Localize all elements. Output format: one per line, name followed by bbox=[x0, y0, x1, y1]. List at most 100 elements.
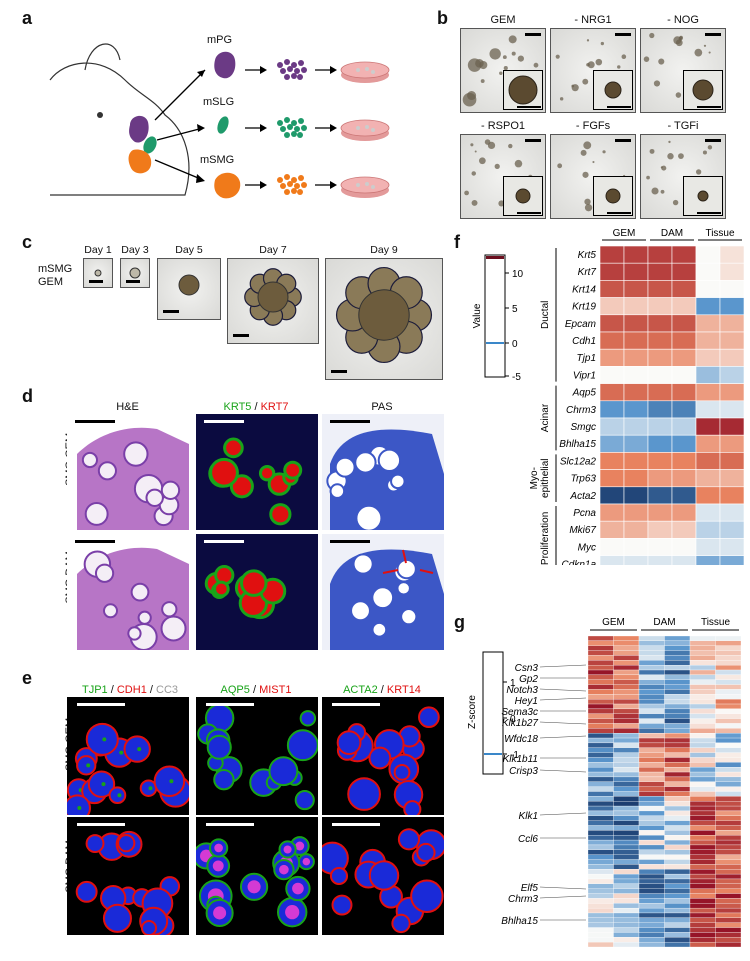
heatmap-cell bbox=[587, 898, 614, 904]
heatmap-cell bbox=[613, 801, 640, 807]
heatmap-cell bbox=[719, 348, 745, 367]
panel-b-inset bbox=[683, 176, 723, 216]
heatmap-cell bbox=[689, 941, 716, 948]
heatmap-cell bbox=[719, 469, 745, 488]
gene-leader-line bbox=[539, 721, 587, 725]
heatmap-cell bbox=[623, 297, 649, 316]
heatmap-cell bbox=[587, 820, 614, 826]
heatmap-cell bbox=[638, 869, 665, 875]
heatmap-cell bbox=[689, 767, 716, 773]
panel-e-image bbox=[67, 817, 189, 935]
heatmap-cell bbox=[638, 718, 665, 724]
heatmap-cell bbox=[613, 820, 640, 826]
organoid-dot bbox=[489, 48, 501, 60]
heatmap-cell bbox=[613, 660, 640, 666]
organoid-dot bbox=[503, 66, 508, 71]
heatmap-cell bbox=[664, 762, 691, 768]
gene-label: Tjp1 bbox=[577, 353, 596, 364]
heatmap-cell bbox=[689, 888, 716, 894]
lumen bbox=[145, 488, 164, 508]
organoid-dot bbox=[580, 149, 587, 156]
heatmap-cell bbox=[638, 796, 665, 802]
heatmap-cell bbox=[613, 757, 640, 763]
heatmap-cell bbox=[613, 922, 640, 928]
heatmap-cell bbox=[695, 486, 721, 505]
heatmap-cell bbox=[671, 245, 697, 264]
heatmap-cell bbox=[638, 703, 665, 710]
panel-d-image bbox=[322, 414, 444, 530]
gene-label: Klk1b27 bbox=[502, 718, 539, 729]
panel-f-svg: 10 5 0 -5 Value GEM DAM Tissue Krt5 Krt7 Krt14 Krt1… bbox=[472, 228, 745, 565]
heatmap-cell bbox=[715, 883, 742, 889]
heatmap-cell bbox=[689, 912, 716, 918]
heatmap-cell bbox=[647, 366, 673, 384]
panel-b-inset bbox=[593, 176, 633, 216]
heatmap-cell bbox=[587, 742, 614, 748]
gene-label: Epcam bbox=[565, 319, 596, 330]
slash-1: / bbox=[110, 684, 114, 696]
heatmap-cell bbox=[613, 805, 640, 812]
heatmap-cell bbox=[715, 679, 742, 685]
scale-bar bbox=[330, 540, 370, 543]
gene-label: Chrm3 bbox=[508, 894, 538, 905]
organoid-dot bbox=[517, 55, 524, 62]
lumen bbox=[160, 480, 181, 500]
heatmap-cell bbox=[587, 805, 614, 812]
heatmap-cell bbox=[715, 767, 742, 773]
heatmap-cell bbox=[671, 434, 697, 453]
scale-bar bbox=[525, 139, 541, 142]
lumen bbox=[354, 451, 377, 474]
lumen bbox=[209, 457, 239, 488]
category-label: Myo- bbox=[529, 467, 540, 489]
gene-leader-line bbox=[539, 812, 587, 816]
heatmap-cell bbox=[647, 486, 673, 505]
organoid-dot bbox=[464, 190, 469, 196]
heatmap-cell bbox=[715, 839, 742, 846]
heatmap-cell bbox=[664, 830, 691, 836]
heatmap-cell bbox=[638, 694, 665, 700]
heatmap-cell bbox=[719, 452, 745, 470]
heatmap-cell bbox=[715, 927, 742, 933]
heatmap-cell bbox=[587, 839, 614, 846]
heatmap-cell bbox=[613, 679, 640, 685]
col-group-label: DAM bbox=[653, 617, 675, 628]
col-group-label: DAM bbox=[661, 228, 683, 239]
scale-bar bbox=[77, 823, 125, 826]
panel-e-image bbox=[196, 817, 318, 935]
heatmap-cell bbox=[689, 873, 716, 880]
lumen bbox=[269, 503, 292, 526]
fluor-structure bbox=[410, 879, 444, 913]
heatmap-cell bbox=[638, 640, 665, 646]
heatmap-cell bbox=[623, 486, 649, 505]
lumen bbox=[130, 582, 150, 602]
lumen bbox=[213, 580, 230, 598]
heatmap-cell bbox=[689, 932, 716, 938]
heatmap-cell bbox=[613, 728, 640, 734]
panel-b-image bbox=[550, 28, 636, 113]
heatmap-cell bbox=[671, 469, 697, 488]
heatmap-cell bbox=[638, 684, 665, 690]
heatmap-cell bbox=[638, 655, 665, 661]
day-title: Day 7 bbox=[259, 244, 287, 256]
fluor-structure bbox=[329, 866, 349, 886]
heatmap-cell bbox=[695, 469, 721, 488]
heatmap-cell bbox=[613, 771, 640, 778]
heatmap-cell bbox=[664, 898, 691, 904]
heatmap-cell bbox=[587, 684, 614, 690]
heatmap-cell bbox=[613, 888, 640, 894]
heatmap-cell bbox=[587, 937, 614, 943]
heatmap-cell bbox=[671, 262, 697, 281]
heatmap-cell bbox=[664, 849, 691, 855]
heatmap-cell bbox=[623, 555, 649, 565]
heatmap-cell bbox=[647, 400, 673, 419]
heatmap-cell bbox=[638, 674, 665, 680]
heatmap-cell bbox=[715, 640, 742, 646]
mist1-signal bbox=[213, 906, 227, 920]
lumen bbox=[350, 600, 371, 622]
heatmap-cell bbox=[638, 927, 665, 933]
heatmap-cell bbox=[689, 810, 716, 816]
organoid-dot bbox=[557, 163, 563, 169]
heatmap-cell bbox=[599, 520, 625, 539]
heatmap-cell bbox=[664, 655, 691, 661]
heatmap-cell bbox=[638, 699, 665, 705]
